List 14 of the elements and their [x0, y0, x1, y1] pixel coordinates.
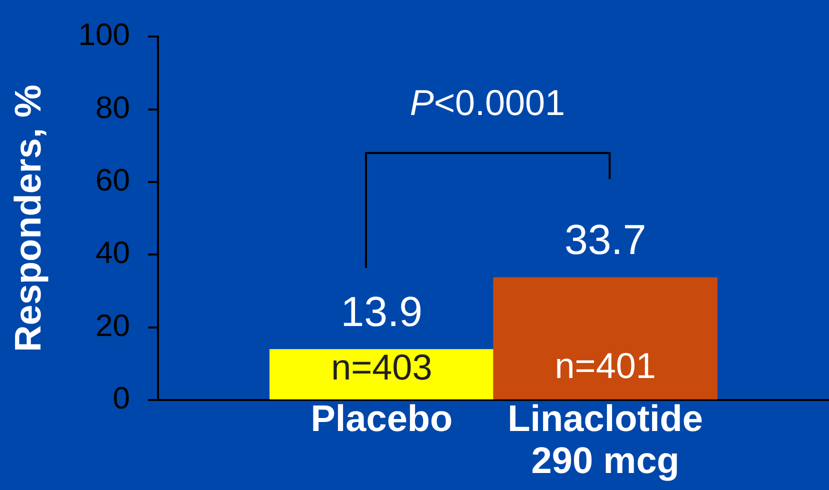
x-tick-label: Placebo	[310, 398, 453, 440]
y-tick-label: 60	[96, 162, 130, 198]
data-label: 13.9	[340, 288, 423, 336]
x-tick-label: Linaclotide 290 mcg	[508, 398, 703, 481]
data-label: 33.7	[564, 216, 646, 264]
annotation: n=403	[331, 346, 432, 388]
annotation: n=401	[554, 344, 656, 386]
y-tick-label: 100	[78, 17, 130, 52]
y-tick-label: 20	[96, 308, 130, 343]
y-tick-label: 40	[96, 235, 130, 270]
y-tick-label: 80	[96, 90, 130, 125]
y-axis-title: Responders, %	[7, 84, 48, 352]
y-tick-label: 0	[112, 380, 130, 416]
annotation: P<0.0001	[410, 82, 566, 123]
